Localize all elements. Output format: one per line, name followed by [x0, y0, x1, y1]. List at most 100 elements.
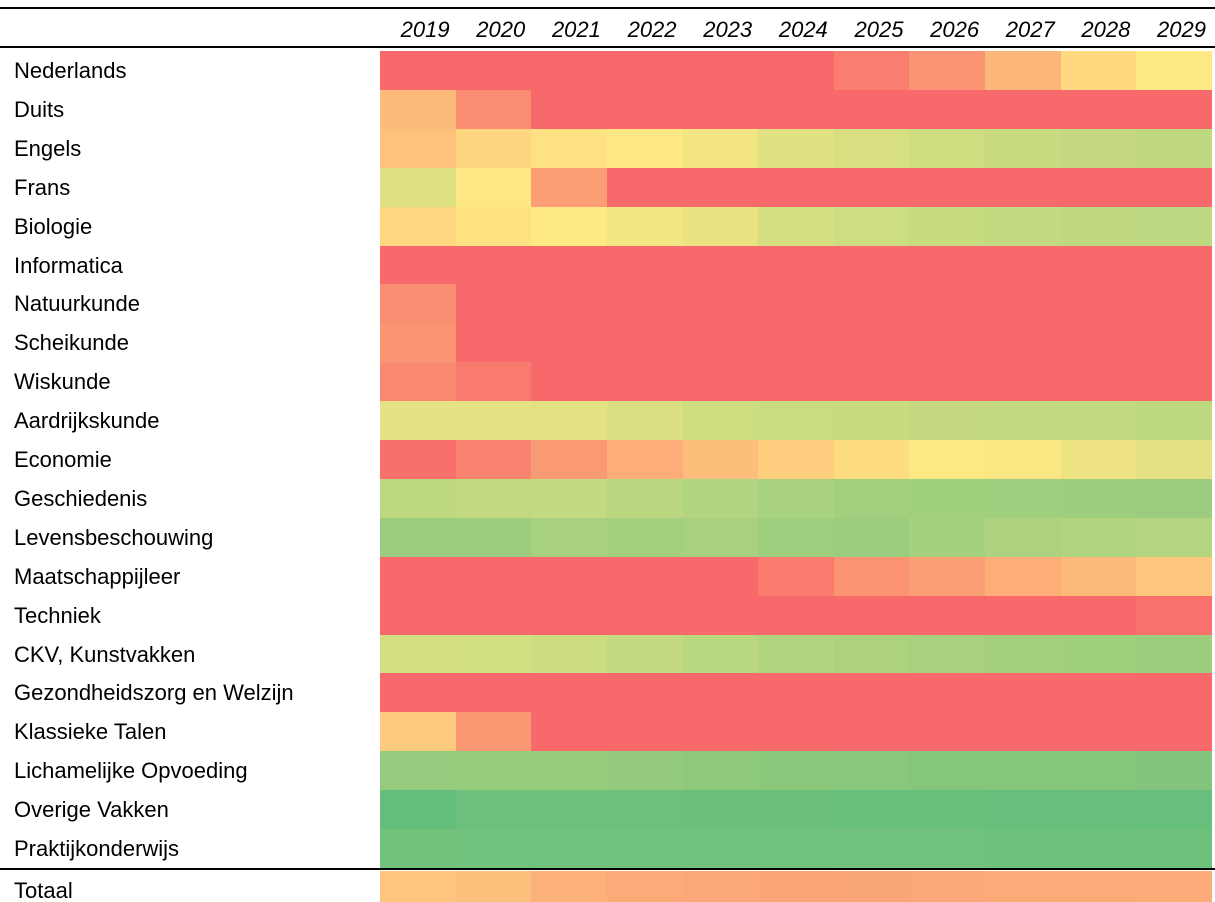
heat-cell [985, 634, 1062, 674]
row-label: CKV, Kunstvakken [14, 641, 196, 667]
heat-cell [909, 790, 986, 830]
heat-cell [758, 634, 835, 674]
heat-cell [606, 245, 684, 285]
heat-cell [455, 362, 532, 402]
heat-cell [909, 362, 986, 402]
heat-cell [909, 89, 986, 130]
heat-cell [985, 323, 1062, 363]
heat-cell [455, 440, 532, 480]
heat-cell [455, 712, 532, 752]
heat-cell [682, 790, 759, 830]
heat-cell [1060, 51, 1137, 91]
row-label: Frans [14, 174, 71, 200]
heat-cell [380, 556, 457, 597]
year-header: 2029 [1157, 17, 1206, 42]
heat-cell [758, 870, 835, 902]
heat-cell [833, 712, 910, 752]
heat-cell [985, 517, 1062, 558]
heat-cell [606, 206, 684, 246]
heat-cell [682, 751, 759, 791]
heat-cell [531, 829, 608, 869]
heat-cell [1060, 517, 1137, 558]
heat-cell [833, 870, 910, 902]
heat-cell [985, 206, 1062, 246]
heat-cell [1060, 362, 1137, 402]
heat-cell [985, 790, 1062, 830]
heat-cell [909, 595, 986, 635]
heat-cell [1136, 634, 1213, 674]
heat-cell [531, 128, 608, 169]
heat-cell [985, 401, 1062, 441]
heat-cell [758, 478, 835, 519]
heat-cell [455, 167, 532, 208]
heat-cell [1060, 634, 1137, 674]
heat-cell [682, 362, 759, 402]
heat-cell [1060, 128, 1137, 169]
heat-cell [606, 401, 684, 441]
heat-cell [531, 712, 608, 752]
year-header: 2020 [476, 17, 526, 42]
heat-cell [758, 751, 835, 791]
heat-cell [909, 870, 986, 902]
heat-cell [380, 323, 457, 363]
heat-cell [531, 870, 608, 902]
heat-cell [682, 595, 759, 635]
heat-cell [1060, 870, 1137, 902]
heat-cell [606, 517, 684, 558]
heat-cell [606, 284, 684, 324]
heat-cell [833, 89, 910, 130]
heat-cell [1060, 829, 1137, 869]
heat-cell [1060, 751, 1137, 791]
heat-cell [531, 51, 608, 91]
heat-cell [1136, 401, 1213, 441]
heat-cell [1136, 751, 1213, 791]
heat-cell [682, 128, 759, 169]
heat-cell [455, 829, 532, 869]
heat-cell [909, 206, 986, 246]
heat-cell [606, 51, 684, 91]
heat-cell [1136, 440, 1213, 480]
total-label: Totaal [14, 877, 73, 902]
total-rule [0, 867, 1215, 870]
heat-cell [758, 89, 835, 130]
heat-cell [531, 478, 608, 519]
heat-cell [758, 128, 835, 169]
heat-cell [1060, 284, 1137, 324]
heat-cell [1060, 712, 1137, 752]
heat-cell [758, 712, 835, 752]
heat-cell [758, 362, 835, 402]
heat-cell [833, 751, 910, 791]
row-label: Wiskunde [14, 369, 111, 395]
heat-cell [1060, 167, 1137, 208]
row-label: Geschiedenis [14, 485, 148, 511]
heat-cell [682, 206, 759, 246]
heat-cell [455, 284, 532, 324]
heat-cell [455, 595, 532, 635]
heat-cell [985, 556, 1062, 597]
heat-cell [380, 751, 457, 791]
heat-cell [682, 712, 759, 752]
heat-cell [455, 51, 532, 91]
heat-cell [909, 517, 986, 558]
heat-cell [758, 51, 835, 91]
heat-cell [1060, 440, 1137, 480]
year-header: 2019 [400, 17, 450, 42]
heat-cell [606, 595, 684, 635]
heat-cell [1136, 673, 1213, 713]
heat-cell [682, 829, 759, 869]
heat-cell [531, 167, 608, 208]
heat-cell [833, 478, 910, 519]
row-label: Klassieke Talen [14, 719, 167, 745]
heat-cell [531, 362, 608, 402]
row-label: Gezondheidszorg en Welzijn [14, 680, 294, 706]
heat-cell [531, 673, 608, 713]
heat-cell [909, 829, 986, 869]
row-label: Informatica [14, 252, 123, 278]
heat-cell [531, 401, 608, 441]
heat-cell [985, 595, 1062, 635]
heat-cell [682, 517, 759, 558]
heat-cell [833, 556, 910, 597]
heat-cell [909, 440, 986, 480]
heat-cell [758, 440, 835, 480]
heat-cell [833, 790, 910, 830]
